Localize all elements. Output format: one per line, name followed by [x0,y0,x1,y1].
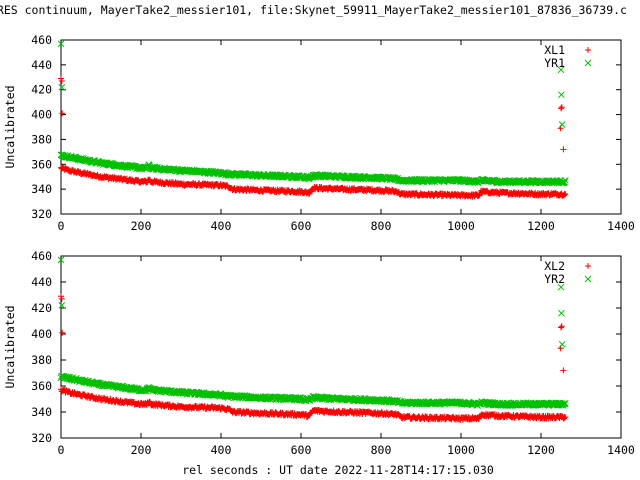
data-point [58,78,65,85]
y-tick-label: 420 [31,301,52,315]
x-tick-label: 800 [371,443,392,457]
y-tick-label: 340 [31,405,52,419]
data-point [558,341,566,348]
y-tick-label: 360 [31,379,52,393]
data-point [58,295,65,302]
y-tick-label: 460 [31,33,52,47]
y-axis-label: Uncalibrated [3,305,17,388]
legend-marker-XL1 [585,47,591,53]
x-tick-label: 1400 [607,443,635,457]
data-point [198,389,206,397]
y-tick-label: 400 [31,327,52,341]
x-axis-label: rel seconds : UT date 2022-11-28T14:17:1… [182,463,494,477]
data-point [57,256,65,264]
data-point [512,401,519,409]
y-tick-label: 380 [31,353,52,367]
x-tick-label: 1200 [527,443,555,457]
data-point [58,293,64,300]
data-point [558,121,566,128]
plot-frame [60,39,622,215]
y-tick-label: 440 [31,58,52,72]
series-XL2 [58,293,569,423]
series-YR2 [57,256,569,409]
y-tick-label: 320 [31,207,52,221]
x-tick-label: 1000 [447,219,475,233]
data-point [558,324,564,331]
data-point [558,323,565,330]
series-YR1 [57,40,569,187]
plot-frame [60,255,622,439]
data-point [561,399,569,407]
y-tick-label: 360 [31,157,52,171]
legend-marker-YR1 [584,59,592,67]
y-tick-label: 340 [31,182,52,196]
legend-label-XL2: XL2 [544,259,565,273]
y-tick-label: 320 [31,431,52,445]
legend-label-YR1: YR1 [544,56,565,70]
data-point [58,83,66,91]
x-tick-label: 1400 [607,219,635,233]
data-point [558,104,565,111]
series-XL1 [58,75,569,200]
y-tick-label: 400 [31,108,52,122]
data-point [561,178,569,186]
plot-panel-1: 320 340 360 380 400 420 440 460 0 200 400 600 800 100… [3,33,635,233]
data-point [561,177,569,184]
x-tick-label: 200 [131,219,152,233]
data-point [58,302,66,309]
data-point [59,110,66,117]
data-point [59,329,66,336]
y-tick-label: 380 [31,132,52,146]
data-point [560,146,567,153]
x-tick-label: 400 [211,219,232,233]
x-tick-label: 1200 [527,219,555,233]
legend-marker-XL2 [585,263,591,269]
data-point [560,367,567,374]
data-point [325,396,332,404]
legend-label-YR2: YR2 [544,272,565,286]
x-tick-label: 0 [58,219,65,233]
data-point [558,309,565,317]
data-point [557,66,565,74]
plot-panels: 320 340 360 380 400 420 440 460 0 200 400 600 800 100… [3,33,635,457]
data-point [561,415,568,422]
y-axis-label: Uncalibrated [3,85,17,168]
data-point [561,192,568,199]
x-tick-label: 800 [371,219,392,233]
data-point [562,191,569,198]
legend-label-XL1: XL1 [544,43,565,57]
x-tick-label: 1000 [447,443,475,457]
data-point [57,40,65,48]
figure-title: IRES continuum, MayerTake2_messier101, f… [0,3,627,17]
data-point [146,399,153,406]
data-point [562,414,569,421]
x-tick-label: 200 [131,443,152,457]
plot-panel-2: 320 340 360 380 400 420 440 460 0 200 400 600 800 100… [3,249,635,457]
data-point [558,105,564,112]
y-tick-label: 440 [31,275,52,289]
y-tick-label: 460 [31,249,52,263]
x-tick-label: 600 [291,443,312,457]
legend-marker-YR2 [584,275,592,283]
y-tick-label: 420 [31,83,52,97]
data-point [335,173,343,181]
x-tick-label: 0 [58,443,65,457]
x-tick-label: 600 [291,219,312,233]
data-point [557,283,565,291]
x-tick-label: 400 [211,443,232,457]
data-point [558,91,565,99]
